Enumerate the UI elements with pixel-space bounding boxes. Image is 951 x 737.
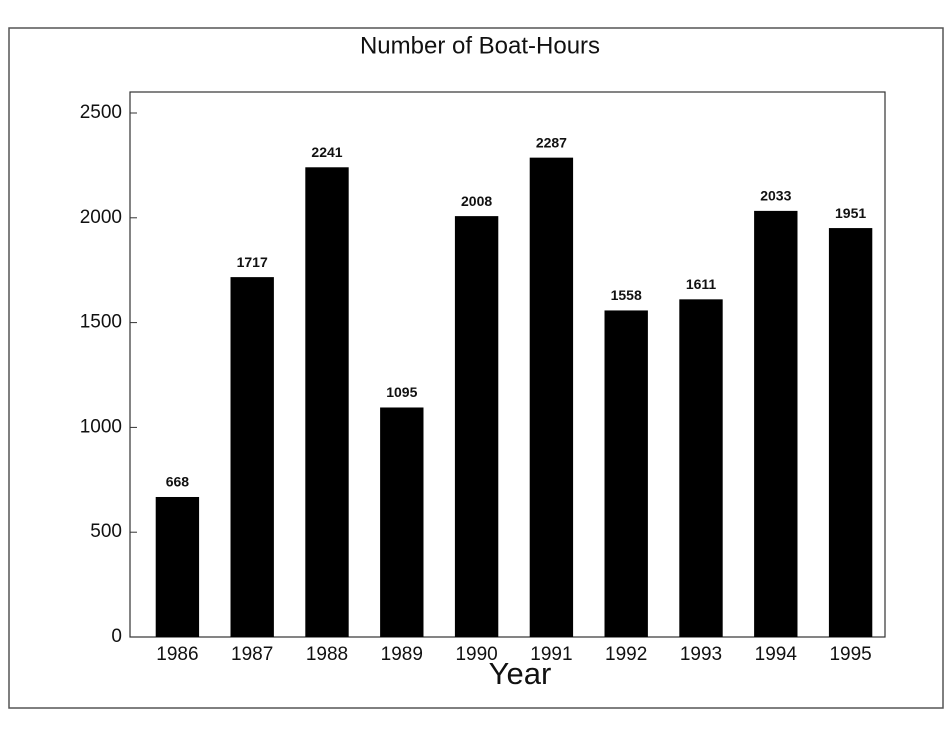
x-tick-label: 1994	[755, 644, 798, 665]
data-label: 2008	[461, 193, 492, 209]
bar	[380, 407, 424, 637]
chart-title: Number of Boat-Hours	[360, 32, 600, 59]
y-tick-label: 2000	[80, 207, 122, 228]
bar	[305, 167, 349, 637]
x-tick-label: 1991	[530, 644, 572, 665]
bar	[754, 210, 798, 638]
x-tick-label: 1990	[455, 644, 497, 665]
y-tick-label: 1500	[80, 312, 122, 333]
plot-frame	[129, 91, 886, 638]
bar	[679, 299, 723, 637]
x-tick-label: 1993	[680, 644, 722, 665]
bar	[155, 496, 200, 637]
x-tick-label: 1992	[605, 644, 647, 665]
bar	[529, 157, 574, 637]
data-label: 2241	[311, 144, 342, 160]
bar	[828, 228, 873, 637]
data-label: 1717	[237, 254, 268, 270]
x-axis-label: Year	[489, 656, 552, 691]
x-tick-label: 1988	[306, 644, 348, 665]
data-label: 1951	[835, 205, 866, 221]
data-label: 1611	[686, 276, 717, 292]
y-tick-label: 0	[111, 626, 122, 647]
bar	[454, 216, 499, 637]
x-tick-label: 1989	[381, 644, 423, 665]
x-tick-label: 1987	[231, 644, 273, 665]
data-label: 1558	[611, 287, 642, 303]
y-tick-label: 1000	[80, 416, 122, 437]
bar	[230, 277, 274, 637]
data-label: 1095	[386, 384, 417, 400]
x-tick-label: 1995	[829, 644, 871, 665]
outer-frame	[8, 27, 944, 709]
data-label: 668	[166, 474, 190, 490]
data-label: 2287	[536, 134, 567, 150]
x-tick-label: 1986	[156, 644, 198, 665]
y-tick-label: 500	[90, 521, 122, 542]
data-label: 2033	[760, 188, 791, 204]
bar	[604, 310, 648, 637]
y-tick-label: 2500	[80, 102, 122, 123]
